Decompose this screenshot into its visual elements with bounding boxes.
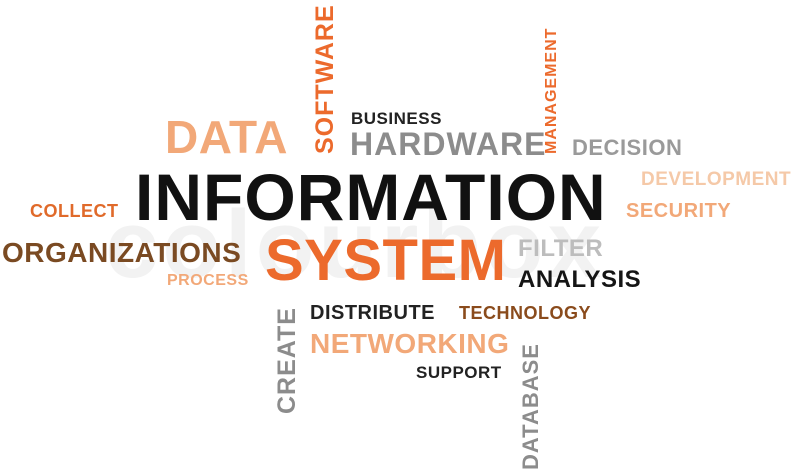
word-create: CREATE <box>273 307 301 414</box>
word-decision: DECISION <box>572 135 683 160</box>
word-analysis: ANALYSIS <box>518 266 642 293</box>
word-management: MANAGEMENT <box>543 27 560 154</box>
word-networking: NETWORKING <box>310 328 510 359</box>
word-process: PROCESS <box>167 272 249 289</box>
word-system: SYSTEM <box>265 228 507 293</box>
word-business: BUSINESS <box>351 109 442 128</box>
word-distribute: DISTRIBUTE <box>310 302 435 324</box>
word-collect: COLLECT <box>30 201 119 221</box>
word-information: INFORMATION <box>135 160 607 234</box>
word-data: DATA <box>165 111 288 163</box>
word-development: DEVELOPMENT <box>641 169 792 190</box>
word-technology: TECHNOLOGY <box>459 303 592 323</box>
word-database: DATABASE <box>518 343 543 470</box>
word-hardware: HARDWARE <box>350 126 547 162</box>
word-support: SUPPORT <box>416 363 502 382</box>
watermark-text: colourbox <box>105 191 606 298</box>
word-organizations: ORGANIZATIONS <box>2 237 242 268</box>
word-filter: FILTER <box>518 235 604 262</box>
word-security: SECURITY <box>626 200 732 222</box>
word-software: SOFTWARE <box>311 4 339 154</box>
